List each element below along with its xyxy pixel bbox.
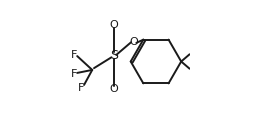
Text: O: O xyxy=(129,37,138,47)
Text: F: F xyxy=(78,83,85,93)
Text: F: F xyxy=(71,50,77,61)
Text: S: S xyxy=(110,49,118,62)
Text: F: F xyxy=(71,69,77,78)
Text: O: O xyxy=(110,20,118,30)
Text: O: O xyxy=(110,84,118,94)
